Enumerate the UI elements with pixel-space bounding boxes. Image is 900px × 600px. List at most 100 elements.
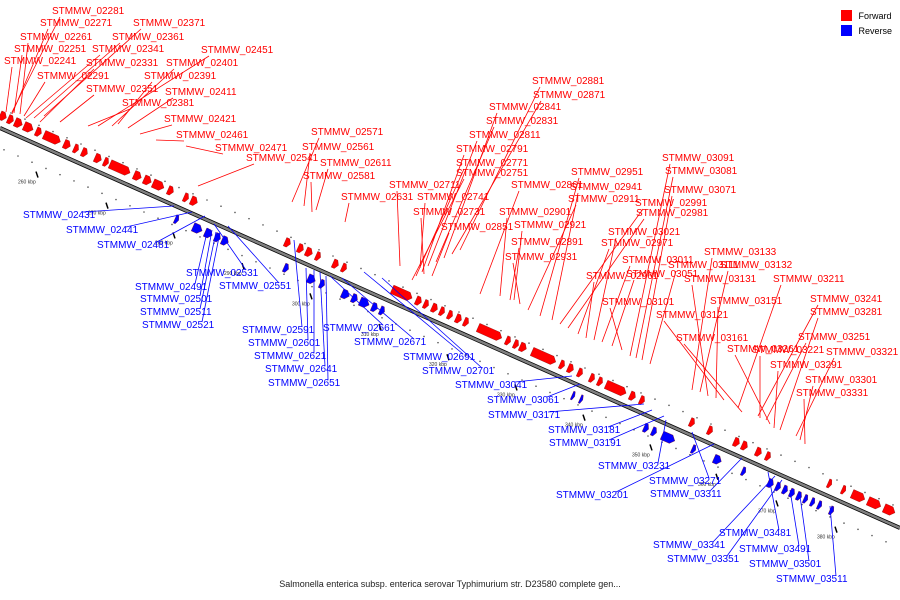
forward-leader-line (691, 257, 713, 391)
forward-gene-label: STMMW_02541 (246, 153, 319, 164)
ruler-dot (10, 112, 12, 114)
kbp-ticks: 260 kbp 270 kbp 280 kbp 290 kbp 300 kbp 310 k… (3, 112, 894, 543)
ruler-dot (80, 143, 82, 145)
forward-gene-label: STMMW_02961 (586, 271, 659, 282)
forward-gene-label: STMMW_03121 (656, 310, 729, 321)
forward-leader-line (773, 370, 779, 429)
ruler-dot (290, 236, 292, 239)
ruler-dot (871, 534, 873, 537)
forward-gene (150, 178, 165, 191)
ruler-dot (598, 373, 600, 376)
reverse-swatch (841, 25, 853, 36)
forward-gene-label: STMMW_02921 (514, 220, 587, 231)
reverse-leader-line (305, 267, 309, 341)
forward-gene (92, 152, 102, 164)
ruler-dot (353, 304, 355, 307)
forward-leader-line (420, 217, 425, 275)
tick-mark (35, 171, 39, 178)
reverse-leader-line (381, 277, 483, 369)
ruler-dot (465, 354, 467, 356)
forward-gene (881, 503, 896, 516)
ruler-dot (479, 360, 481, 363)
forward-gene-label: STMMW_03011 (622, 255, 694, 266)
forward-gene (565, 363, 574, 374)
forward-leader-line (33, 42, 121, 119)
forward-leader-line (111, 68, 175, 127)
forward-leader-line (197, 163, 255, 187)
ruler-dot (703, 460, 705, 462)
ruler-dot (647, 435, 649, 437)
tick-mark (105, 202, 109, 209)
ruler-dot (500, 329, 502, 332)
reverse-leader-line (767, 471, 780, 531)
ruler-dot (626, 385, 628, 388)
forward-gene (101, 156, 109, 167)
ruler-dot (878, 497, 880, 500)
forward-leader-line (737, 284, 782, 409)
reverse-leader-line (293, 239, 303, 328)
ruler-dot (864, 491, 866, 494)
reverse-gene-label: STMMW_02671 (354, 337, 427, 348)
forward-gene-label: STMMW_02271 (40, 18, 113, 29)
ruler-dot (437, 341, 439, 344)
forward-leader-line (443, 112, 498, 259)
forward-gene (575, 367, 583, 378)
forward-gene-label: STMMW_02371 (133, 18, 206, 29)
forward-leader-line (593, 237, 617, 341)
forward-gene-label: STMMW_02471 (215, 143, 288, 154)
ruler-dot (59, 173, 61, 176)
forward-gene-label: STMMW_02561 (302, 142, 375, 153)
reverse-gene-label: STMMW_02691 (403, 352, 476, 363)
reverse-leader-line (829, 505, 837, 577)
ruler-dot (31, 161, 33, 164)
ruler-dot (269, 267, 271, 269)
forward-gene-label: STMMW_03251 (798, 332, 871, 343)
forward-gene-label: STMMW_03111 (668, 260, 739, 271)
forward-gene-label: STMMW_02901 (499, 207, 572, 218)
ruler-dot (766, 448, 768, 450)
forward-leader-line (499, 217, 508, 297)
ruler-dot (794, 460, 796, 463)
reverse-gene (659, 430, 675, 444)
forward-gene-label: STMMW_02831 (486, 116, 559, 127)
ruler-dot (850, 485, 852, 488)
genome-caption: Salmonella enterica subsp. enterica sero… (279, 579, 621, 589)
forward-gene (282, 237, 291, 248)
reverse-gene-label: STMMW_02551 (219, 281, 292, 292)
ruler-dot (262, 224, 264, 226)
reverse-leader-line (156, 215, 206, 243)
forward-leader-line (527, 204, 577, 311)
ruler-dot (101, 192, 103, 195)
forward-gene (739, 440, 748, 451)
reverse-gene (739, 466, 746, 476)
reverse-gene-label: STMMW_02521 (142, 320, 215, 331)
ruler-dot (843, 522, 845, 524)
ruler-dot (178, 186, 180, 189)
forward-leader-line (451, 100, 542, 255)
forward-leader-line (765, 342, 807, 421)
reverse-gene-label: STMMW_02431 (23, 210, 96, 221)
ruler-dot (276, 230, 278, 232)
ruler-dot (815, 509, 817, 512)
forward-gene-label: STMMW_03131 (684, 274, 757, 285)
forward-gene-label: STMMW_02381 (122, 98, 195, 109)
legend-reverse-label: Reverse (858, 25, 892, 36)
forward-gene-label: STMMW_02351 (86, 84, 159, 95)
forward-gene-label: STMMW_03331 (796, 388, 869, 399)
forward-gene-label: STMMW_03133 (704, 247, 777, 258)
legend-forward: Forward (841, 8, 892, 23)
forward-gene-label: STMMW_02871 (533, 90, 606, 101)
reverse-leader-line (199, 231, 217, 310)
forward-leader-line (303, 152, 311, 207)
forward-leader-line (757, 304, 819, 417)
ruler-dot (458, 311, 460, 313)
forward-gene-label: STMMW_02421 (164, 114, 237, 125)
ruler-dot (206, 199, 208, 201)
forward-gene (849, 489, 865, 503)
forward-gene-label: STMMW_02251 (14, 44, 87, 55)
forward-gene (865, 496, 881, 510)
forward-gene-label: STMMW_03071 (664, 185, 737, 196)
ruler-dot (409, 329, 411, 332)
reverse-leader-line (194, 227, 209, 285)
